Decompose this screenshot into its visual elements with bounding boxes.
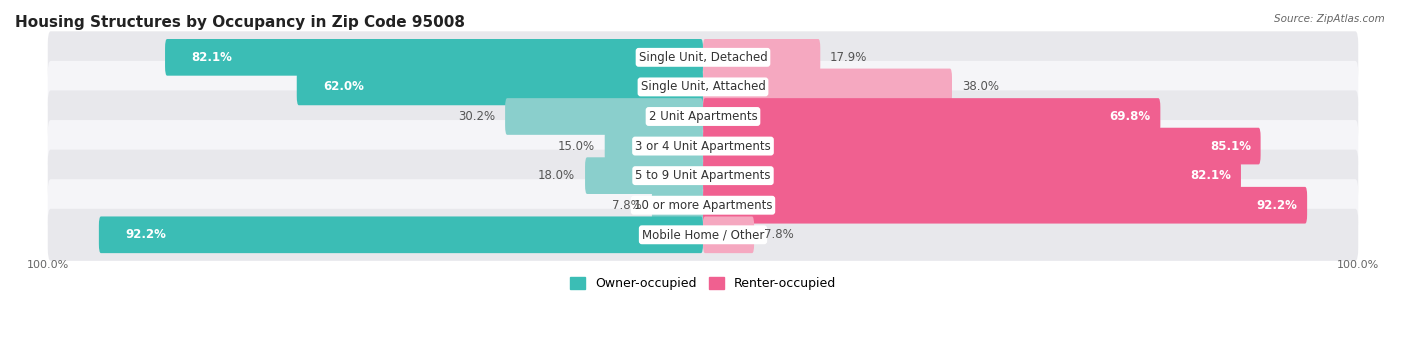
Text: Source: ZipAtlas.com: Source: ZipAtlas.com <box>1274 14 1385 24</box>
FancyBboxPatch shape <box>703 69 952 105</box>
FancyBboxPatch shape <box>48 209 1358 261</box>
Text: 7.8%: 7.8% <box>763 228 794 241</box>
Text: 85.1%: 85.1% <box>1209 139 1251 152</box>
Text: 10 or more Apartments: 10 or more Apartments <box>634 199 772 212</box>
Text: 92.2%: 92.2% <box>1257 199 1298 212</box>
Text: Single Unit, Attached: Single Unit, Attached <box>641 80 765 93</box>
FancyBboxPatch shape <box>703 98 1160 135</box>
FancyBboxPatch shape <box>703 128 1261 164</box>
FancyBboxPatch shape <box>297 69 703 105</box>
Text: Housing Structures by Occupancy in Zip Code 95008: Housing Structures by Occupancy in Zip C… <box>15 15 465 30</box>
FancyBboxPatch shape <box>703 39 820 76</box>
Text: 92.2%: 92.2% <box>125 228 166 241</box>
Text: 18.0%: 18.0% <box>538 169 575 182</box>
Text: 5 to 9 Unit Apartments: 5 to 9 Unit Apartments <box>636 169 770 182</box>
FancyBboxPatch shape <box>652 187 703 224</box>
Text: 3 or 4 Unit Apartments: 3 or 4 Unit Apartments <box>636 139 770 152</box>
Text: 2 Unit Apartments: 2 Unit Apartments <box>648 110 758 123</box>
FancyBboxPatch shape <box>98 217 703 253</box>
FancyBboxPatch shape <box>48 120 1358 172</box>
Text: Mobile Home / Other: Mobile Home / Other <box>641 228 765 241</box>
FancyBboxPatch shape <box>48 179 1358 231</box>
Legend: Owner-occupied, Renter-occupied: Owner-occupied, Renter-occupied <box>565 272 841 295</box>
FancyBboxPatch shape <box>48 150 1358 202</box>
FancyBboxPatch shape <box>605 128 703 164</box>
FancyBboxPatch shape <box>48 31 1358 83</box>
FancyBboxPatch shape <box>703 217 754 253</box>
FancyBboxPatch shape <box>585 157 703 194</box>
Text: 17.9%: 17.9% <box>830 51 868 64</box>
Text: 30.2%: 30.2% <box>458 110 495 123</box>
Text: 82.1%: 82.1% <box>1191 169 1232 182</box>
FancyBboxPatch shape <box>505 98 703 135</box>
FancyBboxPatch shape <box>703 157 1241 194</box>
FancyBboxPatch shape <box>48 61 1358 113</box>
FancyBboxPatch shape <box>48 90 1358 143</box>
Text: 15.0%: 15.0% <box>558 139 595 152</box>
Text: 69.8%: 69.8% <box>1109 110 1150 123</box>
FancyBboxPatch shape <box>165 39 703 76</box>
Text: 7.8%: 7.8% <box>612 199 643 212</box>
Text: Single Unit, Detached: Single Unit, Detached <box>638 51 768 64</box>
FancyBboxPatch shape <box>703 187 1308 224</box>
Text: 62.0%: 62.0% <box>323 80 364 93</box>
Text: 82.1%: 82.1% <box>191 51 232 64</box>
Text: 38.0%: 38.0% <box>962 80 998 93</box>
